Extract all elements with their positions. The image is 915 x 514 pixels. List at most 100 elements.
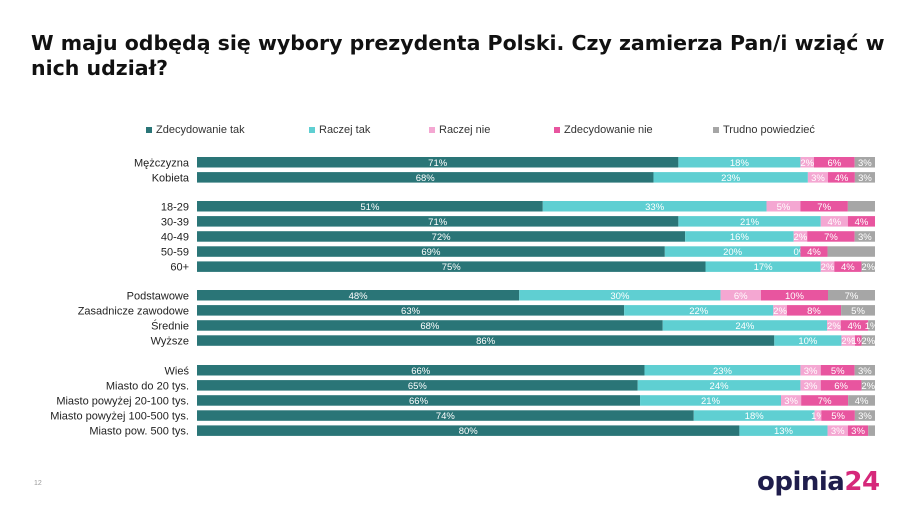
bar-segment	[197, 290, 520, 301]
bar-segment	[828, 172, 855, 183]
bar-segment	[197, 380, 638, 391]
bar-segment	[800, 380, 821, 391]
bar-segment	[800, 365, 821, 376]
data-label: 69%	[421, 247, 441, 258]
bar-segment	[766, 201, 801, 212]
bar-segment	[685, 231, 794, 242]
data-label: 65%	[408, 381, 428, 392]
bar-segment	[801, 395, 849, 406]
data-label: 5%	[851, 306, 865, 317]
bar-segment	[847, 216, 875, 227]
data-label: 30%	[610, 291, 630, 302]
bar-segment	[820, 365, 855, 376]
bar-segment	[820, 380, 862, 391]
category-label: Wieś	[165, 365, 190, 377]
chart-title: W maju odbędą się wybory prezydenta Pols…	[31, 31, 885, 80]
data-label: 2%	[861, 381, 875, 392]
category-label: Miasto powyżej 20-100 tys.	[56, 395, 189, 407]
bar-segment	[800, 246, 828, 257]
bar-segment	[847, 201, 875, 212]
data-label: 3%	[804, 366, 818, 377]
bar-segment	[827, 246, 875, 257]
data-label: 33%	[645, 202, 665, 213]
bar-segment	[800, 157, 814, 168]
legend-item-zdecydowanie-nie: Zdecydowanie nie	[554, 124, 653, 136]
data-label: 20%	[723, 247, 743, 258]
bar-segment	[793, 231, 808, 242]
bar-segment	[847, 425, 869, 436]
bar-segment	[781, 395, 802, 406]
bar-segment	[868, 425, 875, 436]
data-label: 3%	[804, 381, 818, 392]
bar-segment	[841, 305, 875, 316]
bar-segment	[854, 172, 875, 183]
bar-segment	[773, 305, 787, 316]
category-label: Kobieta	[152, 172, 190, 184]
bar-segment	[800, 201, 848, 212]
data-label: 23%	[721, 173, 741, 184]
data-label: 10%	[798, 336, 818, 347]
bar-segment	[644, 365, 801, 376]
data-label: 2%	[794, 232, 808, 243]
data-label: 8%	[807, 306, 821, 317]
data-label: 23%	[713, 366, 733, 377]
bar-segment	[861, 380, 875, 391]
category-label: Średnie	[151, 319, 189, 332]
data-label: 21%	[740, 217, 760, 228]
data-label: 7%	[817, 202, 831, 213]
data-label: 3%	[851, 426, 865, 437]
data-label: 80%	[459, 426, 479, 437]
bar-segment	[519, 290, 721, 301]
bar-segment	[197, 261, 706, 272]
bar-segment	[720, 290, 761, 301]
logo-word: opinia	[757, 467, 845, 497]
data-label: 6%	[827, 158, 841, 169]
data-label: 3%	[858, 366, 872, 377]
data-label: 22%	[689, 306, 709, 317]
category-label: 18-29	[161, 201, 189, 213]
category-label: Zasadnicze zawodowe	[78, 305, 189, 317]
bar-segment	[197, 395, 641, 406]
legend-label: Trudno powiedzieć	[723, 124, 815, 136]
data-label: 6%	[834, 381, 848, 392]
bar-segment	[834, 261, 862, 272]
bar-segment	[197, 231, 686, 242]
bar-segment	[197, 201, 543, 212]
bar-segment	[197, 246, 665, 257]
category-label: 40-49	[161, 231, 189, 243]
data-label: 3%	[858, 173, 872, 184]
legend-item-raczej-tak: Raczej tak	[309, 124, 370, 136]
data-label: 13%	[774, 426, 794, 437]
bar-segment	[820, 216, 848, 227]
bar-segment	[813, 157, 855, 168]
data-label: 4%	[848, 321, 862, 332]
bar-segment	[854, 410, 875, 421]
bar-segment	[197, 425, 740, 436]
bar-segment	[197, 172, 654, 183]
bar-segment	[705, 261, 821, 272]
opinia24-logo: opinia24	[757, 467, 880, 497]
data-label: 18%	[745, 411, 765, 422]
bar-segment	[827, 320, 841, 331]
legend-item-trudno-powiedziec: Trudno powiedzieć	[713, 124, 815, 136]
bar-segment	[197, 410, 694, 421]
bar-segment	[664, 246, 801, 257]
category-label: Miasto pow. 500 tys.	[89, 426, 189, 438]
bar-segment	[624, 305, 774, 316]
data-label: 2%	[861, 262, 875, 273]
legend-swatch-zdecydowanie-nie	[554, 127, 560, 133]
data-label: 4%	[841, 262, 855, 273]
bar-segment	[693, 410, 815, 421]
bar-segment	[197, 305, 625, 316]
category-label: Miasto powyżej 100-500 tys.	[50, 411, 189, 423]
data-label: 3%	[858, 232, 872, 243]
data-label: 2%	[861, 336, 875, 347]
bar-segment	[827, 425, 848, 436]
data-label: 5%	[831, 411, 845, 422]
data-label: 6%	[734, 291, 748, 302]
bar-segment	[197, 320, 663, 331]
bar-segment	[814, 410, 822, 421]
data-label: 51%	[360, 202, 380, 213]
legend-swatch-zdecydowanie-tak	[146, 127, 152, 133]
